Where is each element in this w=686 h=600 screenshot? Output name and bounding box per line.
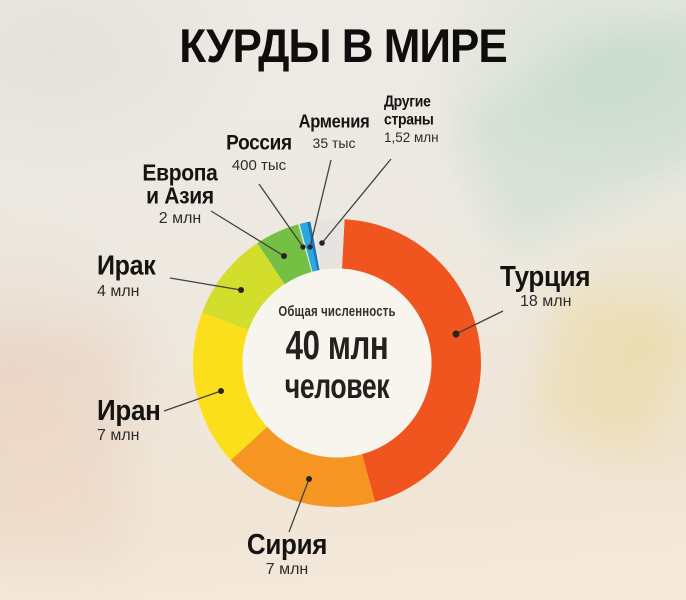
callout-other: Другие страны 1,52 млн: [384, 92, 444, 146]
leader-line-other: [321, 158, 392, 244]
leader-dot-other: [319, 240, 325, 246]
leader-line-europe-asia: [210, 210, 285, 257]
callout-other-value: 1,52 млн: [384, 130, 439, 146]
center-total-value: 40 млн: [285, 322, 389, 368]
leader-dot-iran: [218, 388, 224, 394]
donut-segment-turkey: [341, 219, 481, 502]
callout-syria-value: 7 млн: [265, 561, 309, 578]
callout-turkey-label: Турция: [500, 259, 591, 293]
callout-iraq-value: 4 млн: [97, 282, 140, 300]
callout-syria-label: Сирия: [246, 527, 328, 561]
callout-europe-asia-value: 2 млн: [158, 210, 202, 228]
callout-turkey: Турция 18 млн: [500, 259, 591, 311]
callout-armenia: Армения 35 тыс: [294, 112, 374, 151]
leader-line-armenia: [309, 159, 332, 248]
callout-iran-label: Иран: [97, 393, 161, 427]
leader-dot-europe-asia: [281, 253, 287, 259]
callout-iran-value: 7 млн: [97, 427, 140, 444]
callout-other-label: Другие страны: [384, 92, 434, 128]
callout-iraq-label: Ирак: [97, 250, 156, 282]
donut-hole: [242, 268, 432, 458]
donut-segment-other: [312, 219, 345, 270]
callout-armenia-label: Армения: [298, 112, 370, 132]
callout-europe-asia-label: Европа и Азия: [142, 160, 218, 210]
page-title: КУРДЫ В МИРЕ: [179, 20, 508, 73]
callout-iraq: Ирак 4 млн: [97, 250, 156, 301]
leader-line-turkey: [455, 310, 504, 335]
callout-russia: Россия 400 тыс: [214, 131, 304, 174]
leader-dot-syria: [306, 476, 312, 482]
callout-turkey-value: 18 млн: [520, 293, 572, 310]
leader-line-syria: [288, 478, 310, 533]
leader-dot-turkey: [452, 330, 460, 338]
callout-russia-label: Россия: [226, 131, 292, 156]
donut-segment-armenia: [306, 221, 320, 271]
callout-russia-value: 400 тыс: [231, 157, 287, 174]
callout-armenia-value: 35 тыс: [312, 135, 356, 151]
leader-dot-armenia: [307, 244, 313, 250]
center-caption: Общая численность: [278, 303, 396, 320]
leader-line-russia: [258, 183, 304, 248]
leader-dot-russia: [300, 244, 306, 250]
donut-center-label: Общая численность 40 млн человек: [274, 303, 400, 406]
callout-iran: Иран 7 млн: [97, 393, 161, 445]
donut-segment-iraq: [202, 243, 285, 330]
leader-line-iraq: [169, 277, 242, 291]
callout-syria: Сирия 7 млн: [229, 527, 345, 579]
donut-segment-iran: [193, 312, 268, 461]
leader-line-iran: [163, 390, 222, 412]
center-total-unit: человек: [284, 366, 390, 406]
leader-dot-iraq: [238, 287, 244, 293]
callout-europe-asia: Европа и Азия 2 млн: [136, 160, 224, 228]
donut-segment-syria: [230, 426, 376, 507]
